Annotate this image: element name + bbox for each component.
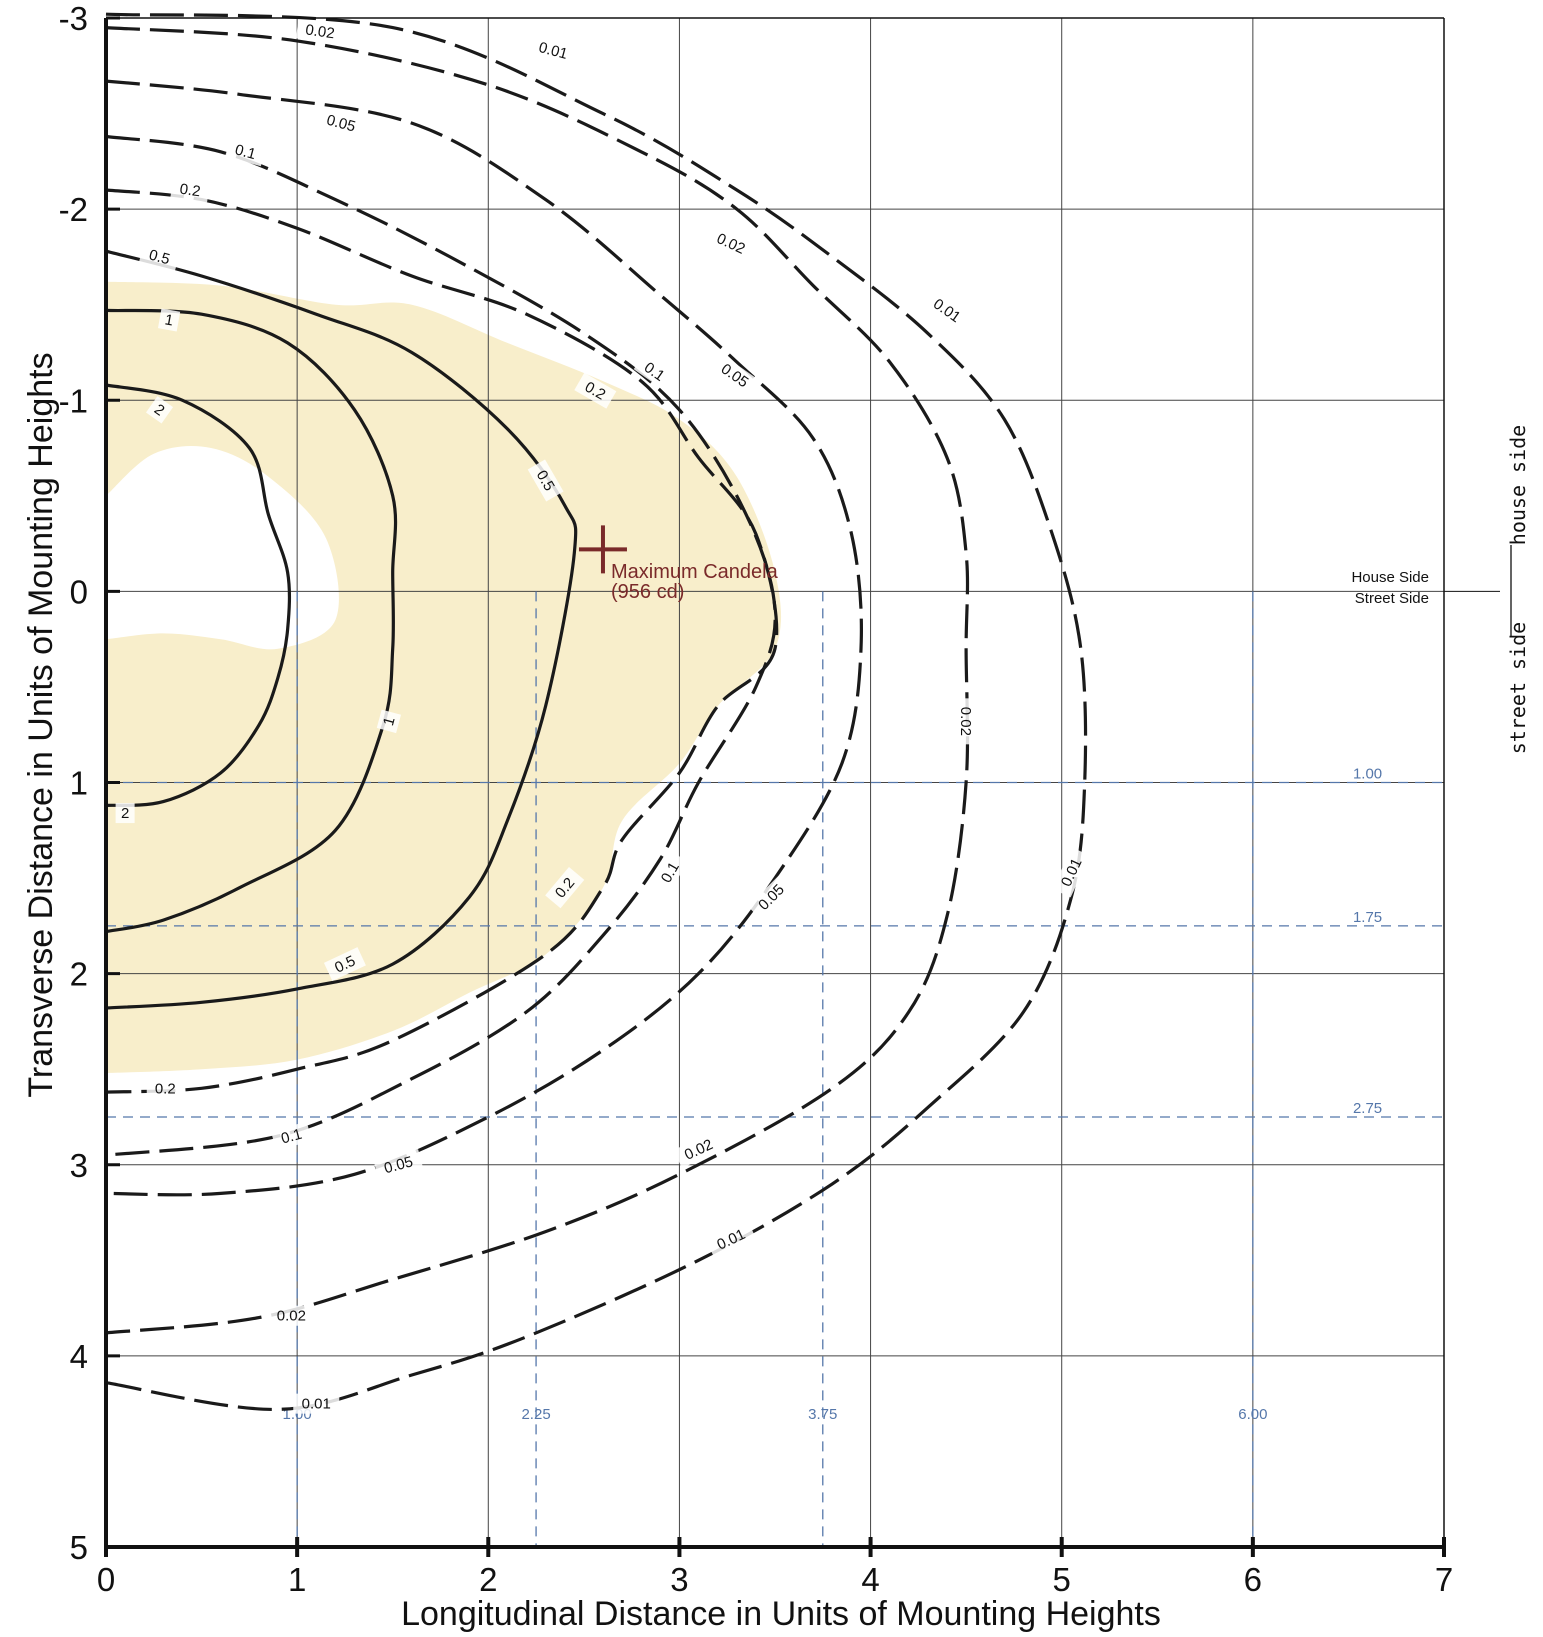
- contour-line-0.05: [105, 79, 863, 1197]
- street-side-vertical-label: street side: [1506, 622, 1530, 754]
- maximum-candela-value: (956 cd): [611, 581, 684, 603]
- y-tick-label: 3: [70, 1147, 88, 1184]
- y-axis-title: Transverse Distance in Units of Mounting…: [22, 352, 60, 1097]
- contour-line-0.1: [105, 134, 777, 1157]
- contour-label-0.05: 0.05: [325, 112, 358, 136]
- contour-label-bg: [157, 308, 181, 332]
- x-tick-label: 4: [861, 1561, 879, 1598]
- contour-label-0.02: 0.02: [277, 1308, 306, 1325]
- reference-label-horizontal: 1.75: [1353, 909, 1382, 926]
- contour-line-0.01: [105, 12, 1088, 1412]
- x-tick-label: 5: [1053, 1561, 1071, 1598]
- contour-label-0.1: 0.1: [233, 141, 258, 163]
- house-side-vertical-label: house side: [1506, 425, 1530, 545]
- contour-label-bg: [270, 1121, 312, 1151]
- contour-label-0.02: 0.02: [957, 707, 974, 736]
- contour-line-1: [105, 308, 398, 934]
- x-tick-label: 1: [288, 1561, 306, 1598]
- contour-label-bg: [651, 851, 688, 894]
- contour-label-0.01: 0.01: [537, 39, 570, 63]
- x-tick-label: 2: [479, 1561, 497, 1598]
- contour-label-2: 2: [121, 805, 129, 822]
- street-side-label: Street Side: [1355, 590, 1429, 607]
- contour-label-bg: [528, 34, 579, 67]
- x-tick-label: 0: [97, 1561, 115, 1598]
- contour-line-0.5: [105, 249, 578, 1010]
- contour-label-bg: [115, 803, 135, 824]
- contour-label-bg: [527, 459, 564, 502]
- contour-label-0.05: 0.05: [382, 1153, 415, 1177]
- reference-label-vertical: 6.00: [1238, 1406, 1267, 1423]
- contour-label-bg: [705, 1220, 757, 1259]
- contour-label-0.2: 0.2: [179, 181, 202, 201]
- contour-label-0.5: 0.5: [147, 246, 172, 268]
- contour-label-bg: [710, 354, 760, 397]
- reference-label-vertical: 3.75: [808, 1406, 837, 1423]
- contour-label-bg: [673, 1130, 724, 1169]
- contour-label-0.2: 0.2: [155, 1080, 176, 1097]
- x-tick-label: 7: [1435, 1561, 1453, 1598]
- contour-label-bg: [146, 1078, 184, 1099]
- contour-label-bg: [316, 107, 366, 139]
- reference-label-vertical: 2.25: [521, 1406, 550, 1423]
- x-tick-label: 6: [1244, 1561, 1262, 1598]
- contour-label-0.1: 0.1: [279, 1126, 304, 1148]
- contour-label-0.02: 0.02: [304, 21, 335, 42]
- contour-label-bg: [293, 1393, 340, 1414]
- y-tick-label: 5: [70, 1529, 88, 1566]
- y-tick-label: 0: [70, 573, 88, 610]
- y-tick-label: 4: [70, 1338, 88, 1375]
- contour-label-bg: [574, 372, 617, 409]
- contour-label-bg: [146, 396, 174, 424]
- half-max-region: [106, 281, 782, 1073]
- house-side-label: House Side: [1351, 569, 1429, 586]
- contour-label-bg: [956, 698, 977, 745]
- contour-line-0.02: [105, 26, 970, 1335]
- contour-label-bg: [139, 242, 180, 272]
- contour-label-bg: [225, 137, 266, 167]
- contour-label-bg: [747, 873, 795, 921]
- reference-label-horizontal: 1.00: [1353, 766, 1382, 783]
- contour-label-0.01: 0.01: [302, 1396, 331, 1413]
- contour-label-bg: [705, 224, 757, 263]
- contour-label-bg: [1052, 847, 1091, 898]
- x-tick-label: 3: [670, 1561, 688, 1598]
- contour-label-bg: [323, 947, 366, 981]
- contour-label-bg: [268, 1305, 315, 1326]
- reference-label-horizontal: 2.75: [1353, 1100, 1382, 1117]
- contour-label-bg: [295, 18, 345, 45]
- contour-label-bg: [922, 289, 972, 332]
- contour-label-bg: [545, 867, 585, 909]
- y-tick-label: 1: [70, 765, 88, 802]
- contour-label-1: 1: [163, 311, 174, 329]
- contour-label-bg: [373, 1149, 424, 1181]
- contour-label-bg: [170, 177, 210, 203]
- maximum-candela-label: Maximum Candela: [611, 561, 779, 583]
- y-tick-label: -2: [59, 191, 88, 228]
- y-tick-label: -1: [59, 382, 88, 419]
- contour-label-bg: [376, 709, 402, 734]
- contour-line-2: [105, 383, 292, 807]
- y-tick-label: 2: [70, 956, 88, 993]
- y-tick-label: -3: [59, 0, 88, 37]
- contour-label-bg: [633, 352, 676, 391]
- x-axis-title: Longitudinal Distance in Units of Mounti…: [401, 1595, 1161, 1633]
